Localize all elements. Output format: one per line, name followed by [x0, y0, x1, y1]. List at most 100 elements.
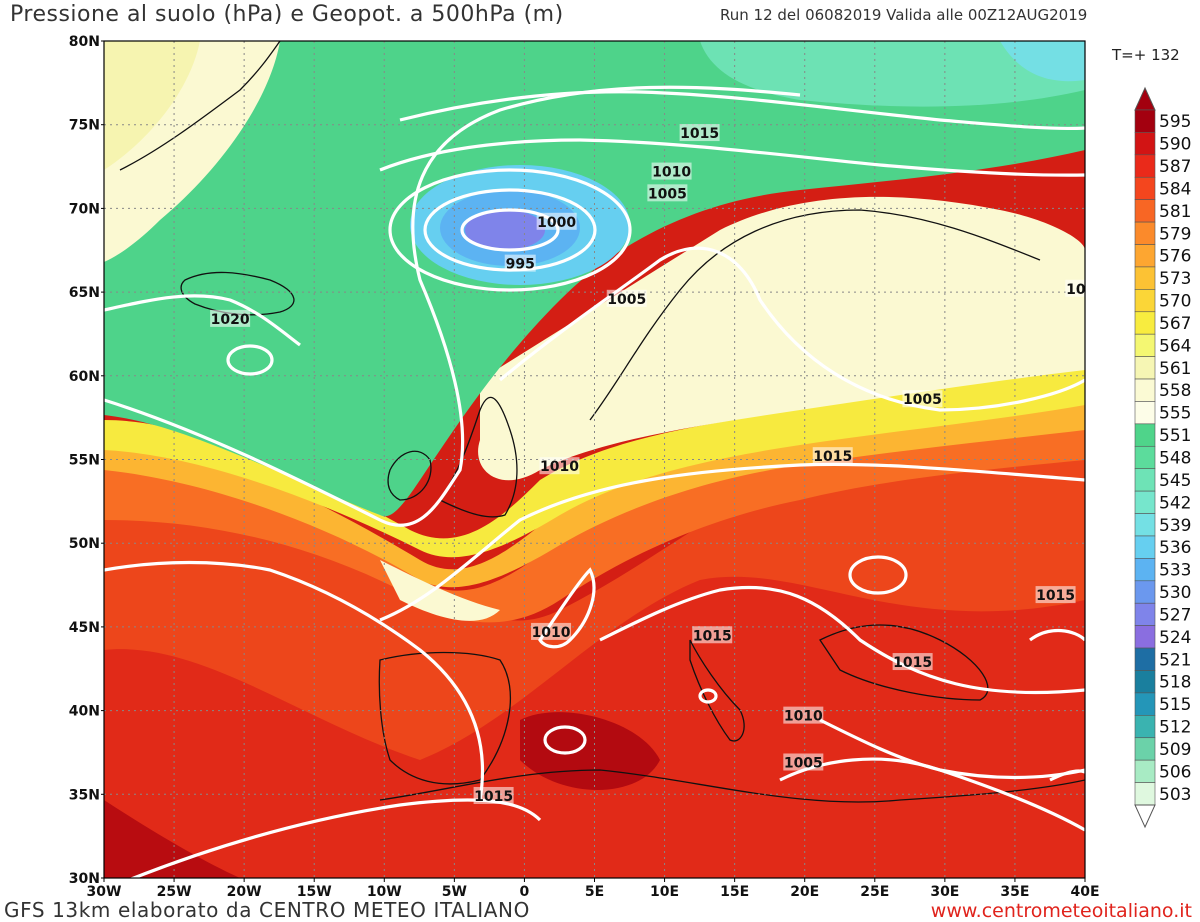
longitude-label: 30E [930, 884, 959, 900]
graticule [104, 41, 1085, 878]
legend-swatch [1134, 513, 1156, 537]
legend-swatch [1134, 311, 1156, 335]
legend-value: 518 [1159, 673, 1191, 693]
legend-swatch [1134, 782, 1156, 806]
forecast-timestep: T=+ 132 [1112, 46, 1180, 64]
longitude-label: 0 [520, 884, 530, 900]
legend-value: 536 [1159, 538, 1191, 558]
britain-coast [439, 396, 518, 518]
isobar-label-bg [651, 162, 692, 180]
isobar-label: 995 [506, 257, 535, 273]
legend-swatch [1134, 759, 1156, 783]
latitude-label: 65N [69, 285, 100, 301]
longitude-label: 10W [367, 884, 402, 900]
isobar-label-bg [812, 447, 853, 465]
isobar-label: 1010 [784, 709, 823, 725]
latitude-label: 35N [69, 787, 100, 803]
latitude-label: 45N [69, 620, 100, 636]
legend-value: 551 [1159, 426, 1191, 446]
isobar-label-bg [892, 653, 933, 671]
legend-swatch [1134, 423, 1156, 447]
isobar-label: 1015 [893, 655, 932, 671]
legend-top-arrow [1134, 86, 1156, 111]
legend-swatch [1134, 692, 1156, 716]
isobar-label-bg [210, 309, 251, 327]
legend-value: 579 [1159, 224, 1191, 244]
isobar-label: 1005 [607, 292, 646, 308]
legend-swatch [1134, 715, 1156, 739]
isobar-label: 101 [1066, 282, 1095, 298]
iceland-coast [180, 271, 295, 316]
legend-value: 521 [1159, 650, 1191, 670]
legend-value: 530 [1159, 583, 1191, 603]
model-credit: GFS 13km elaborato da CENTRO METEO ITALI… [4, 898, 530, 922]
legend-value: 555 [1159, 404, 1191, 424]
isobar-label-bg [692, 626, 733, 644]
legend-value: 506 [1159, 762, 1191, 782]
legend-swatch [1134, 378, 1156, 402]
isobar-label-bg [902, 390, 943, 408]
legend-swatch [1134, 154, 1156, 178]
legend-value: 581 [1159, 202, 1191, 222]
isobar-label: 1005 [648, 186, 687, 202]
legend-value: 576 [1159, 247, 1191, 267]
longitude-label: 5E [585, 884, 604, 900]
isobar-label-bg [531, 622, 572, 640]
isobar-label-bg [473, 786, 514, 804]
legend-value: 584 [1159, 179, 1191, 199]
legend-value: 561 [1159, 359, 1191, 379]
latitude-label: 55N [69, 453, 100, 469]
legend-swatch [1134, 647, 1156, 671]
legend-swatch [1134, 625, 1156, 649]
legend-swatch [1134, 535, 1156, 559]
longitude-label: 20E [790, 884, 819, 900]
legend-swatch [1134, 199, 1156, 223]
longitude-label: 25E [860, 884, 889, 900]
legend-swatch [1134, 289, 1156, 313]
legend-swatch [1134, 490, 1156, 514]
legend-value: 542 [1159, 493, 1191, 513]
scandinavia-coast [589, 209, 1041, 421]
legend-value: 524 [1159, 628, 1191, 648]
legend-swatch [1134, 670, 1156, 694]
isobar-label-bg [504, 254, 536, 272]
legend-swatch [1134, 356, 1156, 380]
isobar-label-bg [536, 212, 577, 230]
legend-value: 512 [1159, 718, 1191, 738]
greenland-coast [119, 41, 281, 171]
plot-area: 1015 1010 1005 1000 995 1005 1020 1005 1010 1015 1… [104, 41, 1095, 878]
legend-value: 564 [1159, 336, 1191, 356]
geopotential-field [104, 41, 1085, 878]
latitude-label: 80N [69, 34, 100, 50]
isobar-label-bg [647, 184, 688, 202]
isobar-label-bg [783, 753, 824, 771]
legend-value: 545 [1159, 471, 1191, 491]
isobar-label: 1010 [540, 459, 579, 475]
legend-value: 533 [1159, 561, 1191, 581]
longitude-label: 20W [227, 884, 262, 900]
legend-value: 570 [1159, 292, 1191, 312]
run-validity-info: Run 12 del 06082019 Valida alle 00Z12AUG… [720, 6, 1088, 24]
legend-swatch [1134, 221, 1156, 245]
legend-swatch [1134, 244, 1156, 268]
longitude-label: 10E [650, 884, 679, 900]
longitude-label: 15W [297, 884, 332, 900]
legend-value: 587 [1159, 157, 1191, 177]
longitude-label: 25W [157, 884, 192, 900]
longitude-label: 15E [720, 884, 749, 900]
isobar-label: 1005 [784, 755, 823, 771]
legend-value: 590 [1159, 135, 1191, 155]
isobar-label-bg [783, 706, 824, 724]
latitude-label: 75N [69, 118, 100, 134]
latitude-label: 70N [69, 201, 100, 217]
legend-swatch [1134, 558, 1156, 582]
legend-swatch [1134, 109, 1156, 133]
isobar-label: 1005 [903, 392, 942, 408]
latitude-axis: 80N 75N 70N 65N 60N 55N 50N 45N 40N 35N 30N [69, 34, 104, 887]
website-link[interactable]: www.centrometeoitaliano.it [930, 900, 1192, 922]
isobar-label: 1010 [652, 165, 691, 181]
isobar-label: 1015 [1036, 588, 1075, 604]
isobar-label-bg [1065, 279, 1085, 297]
legend-value: 539 [1159, 516, 1191, 536]
longitude-axis: 30W 25W 20W 15W 10W 5W 0 5E 10E 15E 20E 25E 30E 35E 40… [87, 878, 1100, 900]
